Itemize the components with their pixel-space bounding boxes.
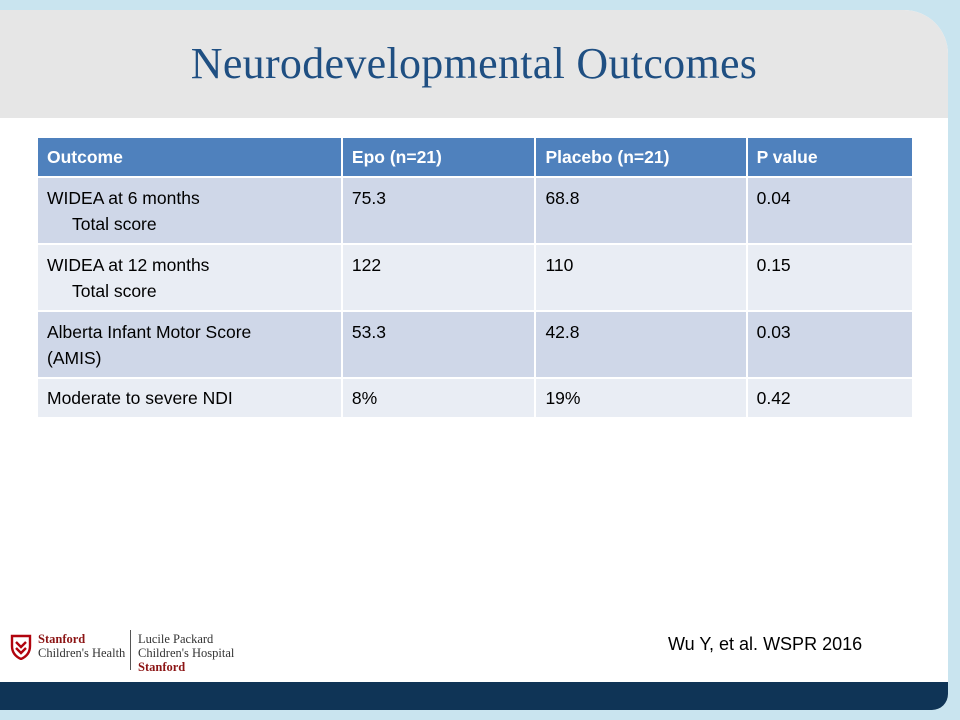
header-placebo: Placebo (n=21) <box>535 138 748 178</box>
cell-outcome: Alberta Infant Motor Score (AMIS) <box>38 311 343 379</box>
logo-line-stanford: Stanford <box>38 632 86 646</box>
cell-epo: 53.3 <box>341 311 537 379</box>
table-row: WIDEA at 12 months Total score 122 110 0… <box>38 244 915 312</box>
cell-p-value: 0.03 <box>746 311 915 379</box>
cell-p-value: 0.15 <box>746 244 915 312</box>
table-header-row: Outcome Epo (n=21) Placebo (n=21) P valu… <box>38 138 915 178</box>
stanford-childrens-logo: Stanford Children's Health Lucile Packar… <box>8 626 248 680</box>
outcomes-table: Outcome Epo (n=21) Placebo (n=21) P valu… <box>38 138 915 419</box>
citation: Wu Y, et al. WSPR 2016 <box>668 634 863 654</box>
cell-outcome: WIDEA at 6 months Total score <box>38 177 343 245</box>
logo-line-lucile-packard: Lucile Packard <box>138 632 214 646</box>
outcome-name: WIDEA at 12 months <box>47 255 210 275</box>
slide: Neurodevelopmental Outcomes Outcome Epo … <box>0 10 948 710</box>
slide-title: Neurodevelopmental Outcomes <box>190 39 758 88</box>
stanford-shield-icon <box>10 634 32 660</box>
cell-placebo: 110 <box>535 244 748 312</box>
table-row: Moderate to severe NDI 8% 19% 0.42 <box>38 378 915 419</box>
title-band: Neurodevelopmental Outcomes <box>0 10 948 118</box>
table-row: Alberta Infant Motor Score (AMIS) 53.3 4… <box>38 311 915 379</box>
logo-line-childrens-hospital: Children's Hospital <box>138 646 235 660</box>
cell-epo: 8% <box>341 378 537 419</box>
outcome-subline: Total score <box>72 214 157 234</box>
logo-divider <box>130 630 131 670</box>
logo-text-hospital: Lucile Packard Children's Hospital Stanf… <box>138 632 234 674</box>
logo-line-childrens-health: Children's Health <box>38 646 126 660</box>
outcome-subline: Total score <box>72 281 157 301</box>
outcome-subline: (AMIS) <box>47 348 102 368</box>
cell-outcome: Moderate to severe NDI <box>38 378 343 419</box>
header-epo: Epo (n=21) <box>341 138 537 178</box>
cell-p-value: 0.04 <box>746 177 915 245</box>
logo-text-childrens-health: Stanford Children's Health <box>38 632 125 660</box>
logo-line-stanford-2: Stanford <box>138 660 186 674</box>
bottom-bar <box>0 682 948 710</box>
table-row: WIDEA at 6 months Total score 75.3 68.8 … <box>38 177 915 245</box>
cell-p-value: 0.42 <box>746 378 915 419</box>
header-outcome: Outcome <box>38 138 343 178</box>
cell-epo: 75.3 <box>341 177 537 245</box>
cell-epo: 122 <box>341 244 537 312</box>
header-p-value: P value <box>746 138 915 178</box>
cell-outcome: WIDEA at 12 months Total score <box>38 244 343 312</box>
cell-placebo: 68.8 <box>535 177 748 245</box>
outcome-name: Alberta Infant Motor Score <box>47 322 252 342</box>
cell-placebo: 19% <box>535 378 748 419</box>
cell-placebo: 42.8 <box>535 311 748 379</box>
outcome-name: WIDEA at 6 months <box>47 188 200 208</box>
